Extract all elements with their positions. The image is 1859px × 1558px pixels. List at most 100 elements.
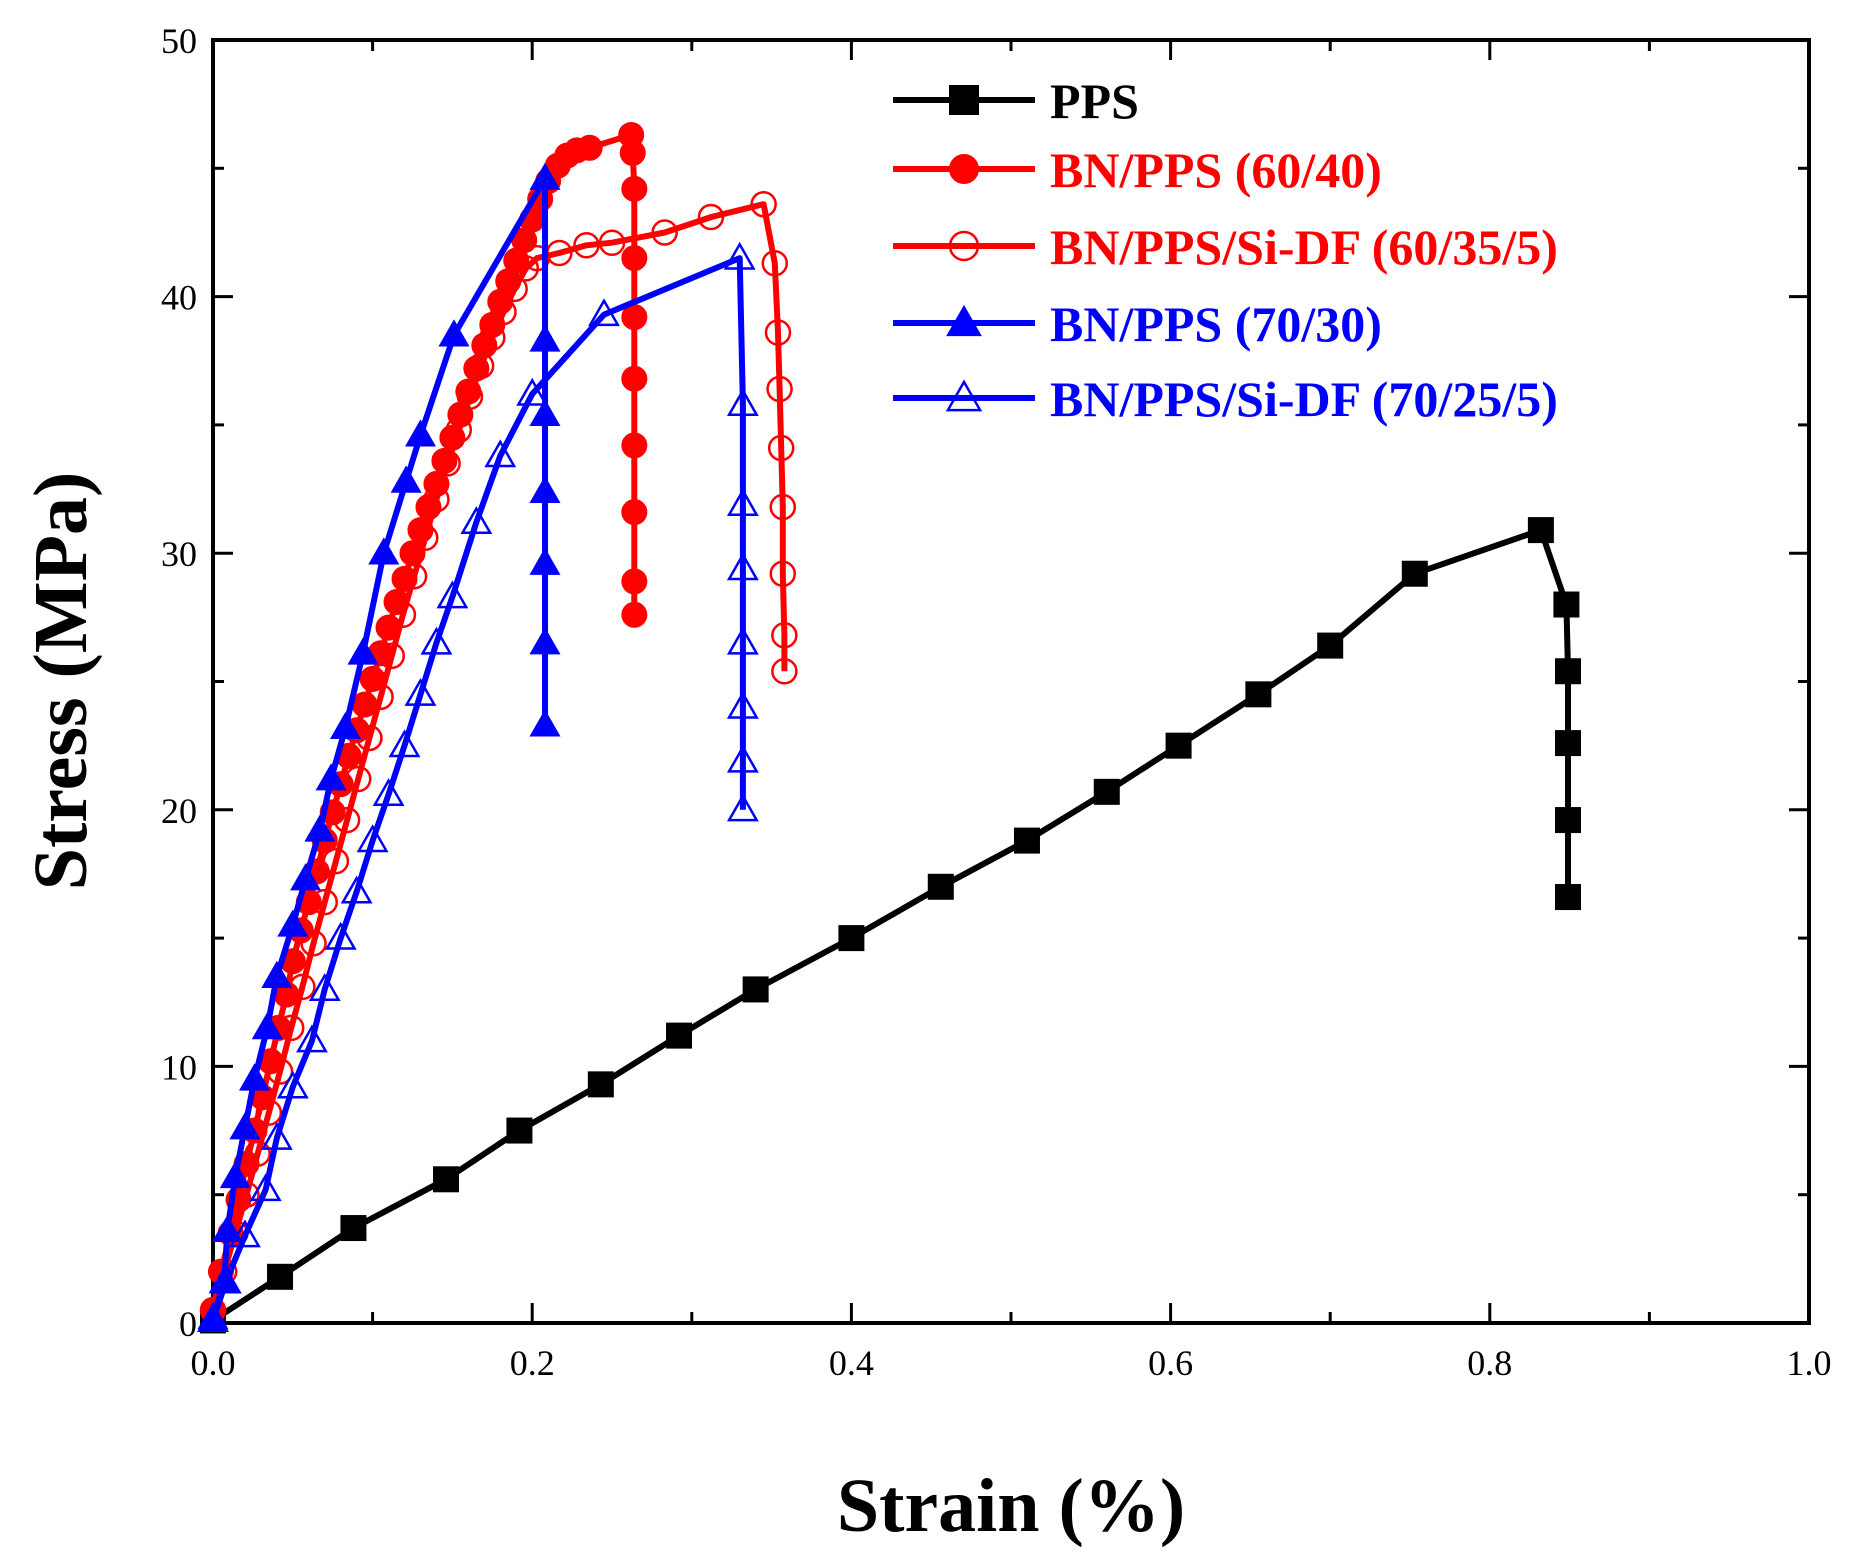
data-point [1555,807,1582,834]
data-point [726,690,759,719]
data-point [209,1265,242,1294]
data-point [333,806,361,834]
data-point [404,678,437,706]
data-point [621,499,648,526]
data-point [506,1117,533,1144]
data-point [460,506,493,535]
data-point [300,929,327,957]
legend-marker [949,154,979,184]
x-tick-label: 0.0 [191,1343,236,1383]
data-point [445,416,473,444]
data-point [1555,658,1582,685]
data-point [295,1024,328,1053]
data-point [621,175,648,202]
data-point [372,778,405,807]
series-line [210,255,746,1322]
x-tick-label: 0.8 [1467,1343,1512,1383]
legend-marker [948,230,980,262]
data-point [726,488,759,517]
data-point [324,921,357,950]
legend-label: BN/PPS (70/30) [1050,296,1382,352]
series-line [211,527,1571,1323]
data-point [529,627,561,655]
data-point [404,419,437,447]
data-point [344,765,372,793]
data-point [356,824,389,853]
data-point [266,1058,294,1085]
data-point [621,365,648,392]
data-point [619,139,646,166]
data-point [767,434,795,462]
data-point [621,432,648,459]
data-point [766,375,793,403]
data-point [433,1166,460,1193]
data-point [378,642,406,670]
data-point [764,319,792,346]
data-point [1401,560,1428,587]
legend-label: BN/PPS/Si-DF (70/25/5) [1050,371,1558,427]
series-0 [200,517,1582,1334]
data-point [529,709,561,737]
data-point [456,383,484,410]
data-point [1527,517,1554,544]
data-point [238,1063,271,1091]
y-axis-title: Stress (MPa) [19,472,103,891]
data-point [588,298,620,327]
data-point [400,563,428,590]
series-line [210,201,788,1312]
legend-item: BN/PPS/Si-DF (70/25/5) [893,371,1558,427]
data-point [769,493,797,521]
data-point [277,909,309,937]
x-tick-label: 0.2 [510,1343,555,1383]
data-point [228,1219,261,1248]
data-point [726,626,759,655]
data-point [420,626,453,655]
data-point [484,439,517,468]
data-point [573,232,600,259]
legend-label: PPS [1050,73,1139,129]
data-point [927,873,954,900]
data-point [249,1173,282,1202]
legend-item: BN/PPS (70/30) [893,296,1382,352]
data-point [516,377,549,406]
data-point [412,524,439,552]
data-point [771,622,798,649]
data-point [389,601,417,629]
data-point [290,863,322,891]
data-point [261,960,293,988]
data-point [423,486,450,513]
data-point [838,925,865,952]
data-point [390,465,422,493]
data-point [1553,591,1580,618]
data-point [255,1099,283,1126]
data-point [388,729,421,758]
data-point [1165,732,1192,759]
data-point [329,711,361,740]
data-point [529,475,561,503]
data-point [438,319,470,347]
data-point [244,1140,271,1167]
data-point [311,888,338,916]
data-point [260,1121,293,1150]
data-point [621,601,648,628]
x-tick-label: 1.0 [1787,1343,1832,1383]
series-2 [199,190,798,1324]
legend-item: BN/PPS (60/40) [893,142,1382,198]
series-4 [197,241,759,1333]
data-point [529,162,561,190]
legend-marker [945,379,983,412]
legend-item: PPS [893,73,1139,129]
legend-label: BN/PPS/Si-DF (60/35/5) [1050,219,1558,275]
data-point [621,245,648,272]
data-point [621,304,648,331]
data-point [529,398,561,426]
data-point [769,560,797,587]
legend-marker [949,85,979,115]
data-point [322,847,350,875]
data-point [598,229,626,256]
data-point [750,190,777,218]
data-point [621,568,648,595]
y-tick-label: 20 [161,791,197,831]
data-point [651,219,678,246]
